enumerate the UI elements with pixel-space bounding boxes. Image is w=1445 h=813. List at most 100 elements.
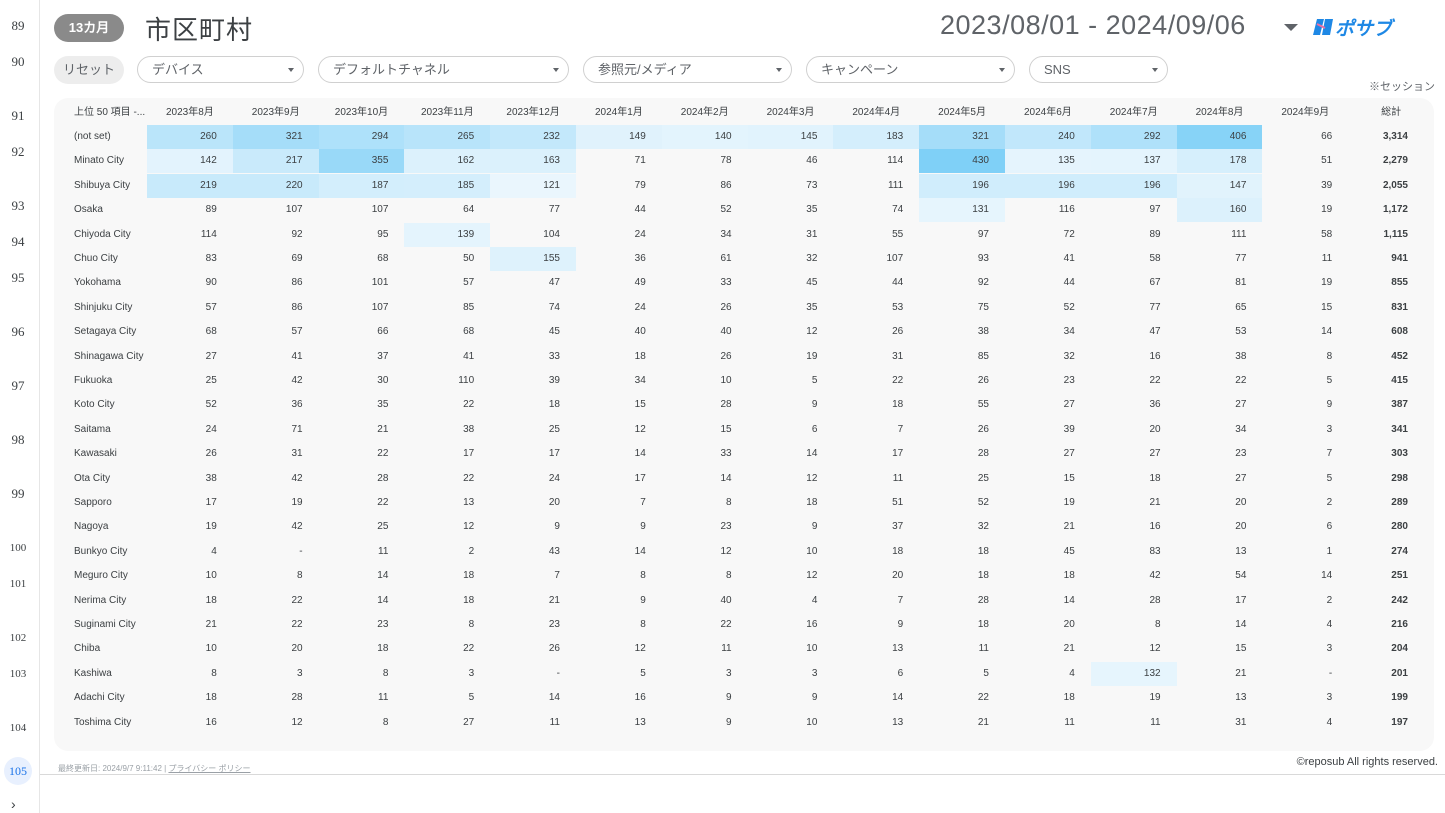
period-chip[interactable]: 13カ月	[54, 14, 124, 42]
line-number[interactable]: 94	[11, 234, 25, 249]
table-cell: 155	[490, 247, 576, 271]
table-row-label: Suginami City	[74, 619, 136, 630]
table-cell: 27	[1063, 399, 1075, 411]
table-cell: 28	[377, 472, 389, 484]
table-cell: 18	[977, 619, 989, 630]
line-number[interactable]: 92	[11, 144, 25, 159]
date-range-picker[interactable]: 2023/08/01 - 2024/09/06	[940, 10, 1246, 40]
column-header[interactable]: 2023年8月	[165, 107, 214, 118]
line-number[interactable]: 90	[11, 54, 25, 69]
line-number[interactable]: 104	[9, 722, 27, 734]
table-cell: 11	[378, 692, 389, 704]
column-header[interactable]: 2024年2月	[680, 107, 729, 118]
table-cell: 14	[720, 472, 732, 484]
table-cell: 31	[806, 228, 818, 240]
reset-button[interactable]: リセット	[54, 56, 124, 84]
column-header[interactable]: 2024年8月	[1195, 107, 1244, 118]
line-number[interactable]: 100	[9, 542, 27, 554]
table-cell: 21	[1063, 643, 1075, 655]
column-header-total[interactable]: 総計	[1381, 107, 1402, 118]
table-row-label: Ota City	[74, 472, 111, 484]
column-header[interactable]: 2023年12月	[506, 107, 560, 118]
table-cell-total: 1,115	[1383, 228, 1408, 240]
table-cell: 22	[463, 472, 475, 484]
line-number[interactable]: 98	[11, 432, 25, 447]
table-cell: 20	[892, 570, 904, 582]
table-cell: 13	[892, 716, 904, 728]
table-cell: 11	[1150, 716, 1161, 728]
table-cell: 178	[1176, 149, 1263, 174]
filter-dropdown[interactable]: キャンペーン	[806, 56, 1015, 83]
table-cell: 35	[377, 399, 389, 411]
column-header[interactable]: 2024年5月	[938, 107, 986, 118]
table-cell: 39	[1063, 423, 1075, 435]
table-cell: 14	[892, 692, 904, 704]
table-cell: 18	[977, 570, 989, 582]
line-number[interactable]: 93	[11, 198, 25, 213]
filter-dropdown[interactable]: SNS	[1029, 56, 1168, 83]
table-cell: 44	[892, 277, 904, 289]
table-cell: 196	[1005, 173, 1091, 198]
chevron-down-icon	[1152, 68, 1158, 72]
filter-dropdown[interactable]: デバイス	[137, 56, 304, 83]
filter-dropdown[interactable]: デフォルトチャネル	[318, 56, 569, 83]
table-cell: 18	[463, 570, 475, 582]
table-cell: 20	[1235, 521, 1247, 533]
table-cell-total: 452	[1391, 350, 1408, 362]
table-row-label: Toshima City	[74, 716, 132, 728]
table-cell: 18	[1149, 472, 1161, 484]
divider	[40, 774, 1445, 775]
privacy-policy-link[interactable]: プライバシー ポリシー	[168, 764, 251, 773]
table-cell: 38	[463, 423, 475, 435]
table-cell: 4	[1326, 716, 1333, 728]
table-cell: 240	[1005, 125, 1091, 149]
table-row-label: Chuo City	[74, 253, 118, 264]
table-cell: 12	[463, 521, 475, 533]
column-header[interactable]: 2024年4月	[852, 107, 901, 118]
column-header[interactable]: 2023年11月	[420, 107, 474, 118]
column-header[interactable]: 2024年6月	[1023, 107, 1072, 118]
column-header-dimension[interactable]: 上位 50 項目 -...	[74, 107, 146, 118]
column-header[interactable]: 2024年1月	[594, 107, 643, 118]
table-cell: 11	[978, 643, 989, 655]
table-cell: 10	[205, 570, 217, 582]
table-cell: 8	[726, 570, 732, 582]
column-header[interactable]: 2024年7月	[1109, 107, 1158, 118]
table-cell: 1	[1326, 545, 1333, 557]
table-cell: 8	[297, 570, 303, 582]
line-number[interactable]: 101	[9, 578, 27, 590]
table-cell: 66	[377, 326, 389, 338]
line-number[interactable]: 97	[11, 378, 25, 393]
line-number[interactable]: 99	[11, 486, 25, 501]
line-number[interactable]: 102	[9, 632, 27, 644]
table-cell: 24	[205, 423, 217, 435]
table-cell: 5	[811, 375, 818, 386]
table-cell: 34	[634, 375, 646, 386]
line-number[interactable]: 105	[4, 757, 32, 785]
column-header[interactable]: 2023年10月	[334, 107, 389, 118]
table-cell: 430	[919, 149, 1005, 174]
line-number[interactable]: 89	[11, 18, 25, 33]
table-cell: 147	[1176, 173, 1263, 198]
column-header[interactable]: 2024年3月	[766, 107, 815, 118]
table-cell: 19	[1321, 277, 1333, 289]
table-cell: 4	[1069, 667, 1075, 679]
line-number[interactable]: 95	[11, 270, 25, 285]
table-cell: 72	[1063, 228, 1075, 240]
table-cell: 22	[977, 692, 989, 704]
column-header[interactable]: 2024年9月	[1281, 107, 1330, 118]
table-cell: 38	[977, 326, 989, 338]
triangle-down-icon[interactable]	[1284, 24, 1298, 31]
table-cell-total: 831	[1391, 301, 1408, 313]
table-cell: 22	[463, 399, 475, 411]
filter-dropdown[interactable]: 参照元/メディア	[583, 56, 792, 83]
column-header[interactable]: 2023年9月	[251, 107, 300, 118]
table-cell: 23	[1235, 448, 1247, 460]
chevron-right-icon[interactable]: ›	[11, 796, 16, 812]
line-number[interactable]: 91	[11, 108, 25, 123]
line-number[interactable]: 103	[9, 668, 27, 680]
line-number[interactable]: 96	[11, 324, 25, 339]
table-cell: 17	[548, 448, 560, 460]
table-cell-total: 216	[1391, 619, 1408, 630]
table-cell: 8	[640, 619, 646, 630]
